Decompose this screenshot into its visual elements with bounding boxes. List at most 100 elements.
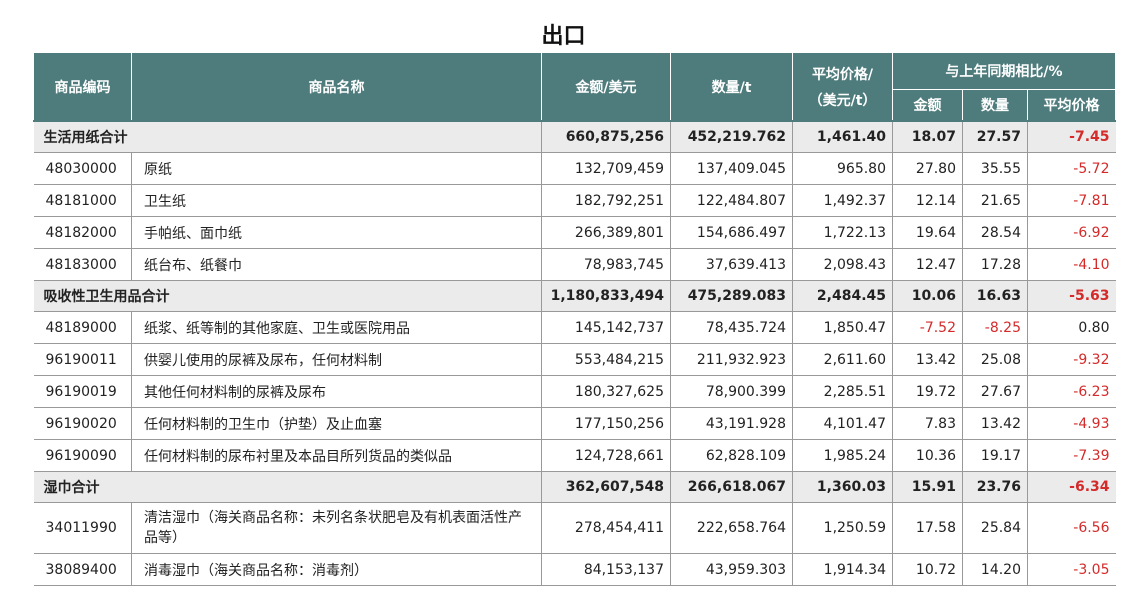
cell-quantity: 222,658.764: [670, 502, 793, 554]
cell-quantity: 137,409.045: [670, 152, 793, 185]
cell-avg-price: 1,850.47: [792, 311, 893, 344]
header-yoy-price: 平均价格: [1027, 89, 1116, 122]
cell-name: 清洁湿巾（海关商品名称：未列名条状肥皂及有机表面活性产品等）: [131, 502, 542, 554]
cell-yoy-quantity: 25.84: [962, 502, 1028, 554]
header-yoy: 与上年同期相比/%: [892, 52, 1116, 90]
cell-name: 任何材料制的尿布衬里及本品目所列货品的类似品: [131, 439, 542, 472]
cell-avg-price: 2,285.51: [792, 375, 893, 408]
header-yoy-amount: 金额: [892, 89, 963, 122]
cell-name: 任何材料制的卫生巾（护垫）及止血塞: [131, 407, 542, 440]
cell-quantity: 211,932.923: [670, 343, 793, 376]
cell-yoy-quantity: 17.28: [962, 248, 1028, 281]
cell-amount: 124,728,661: [541, 439, 671, 472]
cell-code: 48181000: [33, 184, 132, 217]
cell-yoy-price: -4.93: [1027, 407, 1116, 440]
cell-avg-price: 965.80: [792, 152, 893, 185]
cell-yoy-quantity: -8.25: [962, 311, 1028, 344]
cell-avg-price: 1,492.37: [792, 184, 893, 217]
cell-name: 原纸: [131, 152, 542, 185]
header-amount: 金额/美元: [541, 52, 671, 122]
cell-yoy-amount: 10.72: [892, 553, 963, 586]
cell-yoy-amount: 15.91: [892, 471, 963, 503]
table-row: 48183000 纸台布、纸餐巾 78,983,745 37,639.413 2,098…: [33, 248, 1116, 281]
cell-amount: 1,180,833,494: [541, 280, 671, 312]
cell-yoy-amount: 13.42: [892, 343, 963, 376]
cell-amount: 132,709,459: [541, 152, 671, 185]
cell-yoy-quantity: 16.63: [962, 280, 1028, 312]
table-row: 48030000 原纸 132,709,459 137,409.045 965.80 27…: [33, 152, 1116, 185]
cell-yoy-price: -7.39: [1027, 439, 1116, 472]
cell-code: 96190020: [33, 407, 132, 440]
cell-code: 96190090: [33, 439, 132, 472]
header-quantity: 数量/t: [670, 52, 793, 122]
subtotal-label: 湿巾合计: [33, 471, 542, 503]
cell-code: 48182000: [33, 216, 132, 249]
cell-code: 38089400: [33, 553, 132, 586]
table-row: 96190019 其他任何材料制的尿裤及尿布 180,327,625 78,900.3…: [33, 375, 1116, 408]
cell-yoy-quantity: 19.17: [962, 439, 1028, 472]
cell-name: 纸浆、纸等制的其他家庭、卫生或医院用品: [131, 311, 542, 344]
cell-yoy-amount: -7.52: [892, 311, 963, 344]
cell-yoy-price: -5.72: [1027, 152, 1116, 185]
cell-amount: 145,142,737: [541, 311, 671, 344]
cell-amount: 362,607,548: [541, 471, 671, 503]
cell-code: 96190019: [33, 375, 132, 408]
cell-amount: 278,454,411: [541, 502, 671, 554]
table-row: 96190020 任何材料制的卫生巾（护垫）及止血塞 177,150,256 43,1…: [33, 407, 1116, 440]
cell-yoy-quantity: 35.55: [962, 152, 1028, 185]
cell-avg-price: 4,101.47: [792, 407, 893, 440]
cell-avg-price: 1,250.59: [792, 502, 893, 554]
cell-yoy-price: -6.56: [1027, 502, 1116, 554]
cell-amount: 180,327,625: [541, 375, 671, 408]
page-title: 出口: [541, 24, 586, 49]
cell-yoy-price: -9.32: [1027, 343, 1116, 376]
cell-yoy-amount: 10.06: [892, 280, 963, 312]
cell-amount: 266,389,801: [541, 216, 671, 249]
cell-quantity: 266,618.067: [670, 471, 793, 503]
cell-amount: 660,875,256: [541, 120, 671, 153]
cell-avg-price: 2,484.45: [792, 280, 893, 312]
cell-quantity: 78,435.724: [670, 311, 793, 344]
cell-yoy-price: -6.23: [1027, 375, 1116, 408]
cell-avg-price: 2,611.60: [792, 343, 893, 376]
header-yoy-quantity: 数量: [962, 89, 1028, 122]
table-row: 96190090 任何材料制的尿布衬里及本品目所列货品的类似品 124,728,66…: [33, 439, 1116, 472]
cell-yoy-price: -5.63: [1027, 280, 1116, 312]
cell-quantity: 122,484.807: [670, 184, 793, 217]
subtotal-label: 生活用纸合计: [33, 120, 542, 153]
cell-quantity: 43,959.303: [670, 553, 793, 586]
cell-quantity: 78,900.399: [670, 375, 793, 408]
table-row: 48182000 手帕纸、面巾纸 266,389,801 154,686.497 1,7…: [33, 216, 1116, 249]
cell-quantity: 154,686.497: [670, 216, 793, 249]
cell-yoy-amount: 17.58: [892, 502, 963, 554]
cell-yoy-quantity: 28.54: [962, 216, 1028, 249]
subtotal-row: 吸收性卫生用品合计 1,180,833,494 475,289.083 2,484.4…: [33, 280, 1116, 312]
table-row: 48181000 卫生纸 182,792,251 122,484.807 1,492.3…: [33, 184, 1116, 217]
cell-avg-price: 1,360.03: [792, 471, 893, 503]
cell-yoy-amount: 12.14: [892, 184, 963, 217]
cell-avg-price: 2,098.43: [792, 248, 893, 281]
cell-code: 48183000: [33, 248, 132, 281]
table-row: 96190011 供婴儿使用的尿裤及尿布，任何材料制 553,484,215 211,…: [33, 343, 1116, 376]
table-row: 34011990 清洁湿巾（海关商品名称：未列名条状肥皂及有机表面活性产品等） 27…: [33, 502, 1116, 554]
cell-yoy-amount: 12.47: [892, 248, 963, 281]
cell-name: 卫生纸: [131, 184, 542, 217]
cell-yoy-amount: 7.83: [892, 407, 963, 440]
cell-yoy-quantity: 25.08: [962, 343, 1028, 376]
table-body: 生活用纸合计 660,875,256 452,219.762 1,461.40 18.0…: [33, 120, 1116, 586]
cell-avg-price: 1,722.13: [792, 216, 893, 249]
header-avg-price-line2: （美元/t）: [808, 92, 877, 109]
cell-yoy-price: 0.80: [1027, 311, 1116, 344]
cell-yoy-quantity: 23.76: [962, 471, 1028, 503]
cell-yoy-quantity: 27.67: [962, 375, 1028, 408]
export-table: 商品编码 商品名称 金额/美元 数量/t 平均价格/ （美元/t） 与上年同期相…: [33, 52, 1116, 586]
cell-amount: 177,150,256: [541, 407, 671, 440]
subtotal-row: 湿巾合计 362,607,548 266,618.067 1,360.03 15.91 2…: [33, 471, 1116, 503]
cell-name: 供婴儿使用的尿裤及尿布，任何材料制: [131, 343, 542, 376]
subtotal-row: 生活用纸合计 660,875,256 452,219.762 1,461.40 18.0…: [33, 120, 1116, 153]
cell-quantity: 43,191.928: [670, 407, 793, 440]
header-name: 商品名称: [131, 52, 542, 122]
cell-code: 96190011: [33, 343, 132, 376]
cell-code: 34011990: [33, 502, 132, 554]
cell-amount: 553,484,215: [541, 343, 671, 376]
